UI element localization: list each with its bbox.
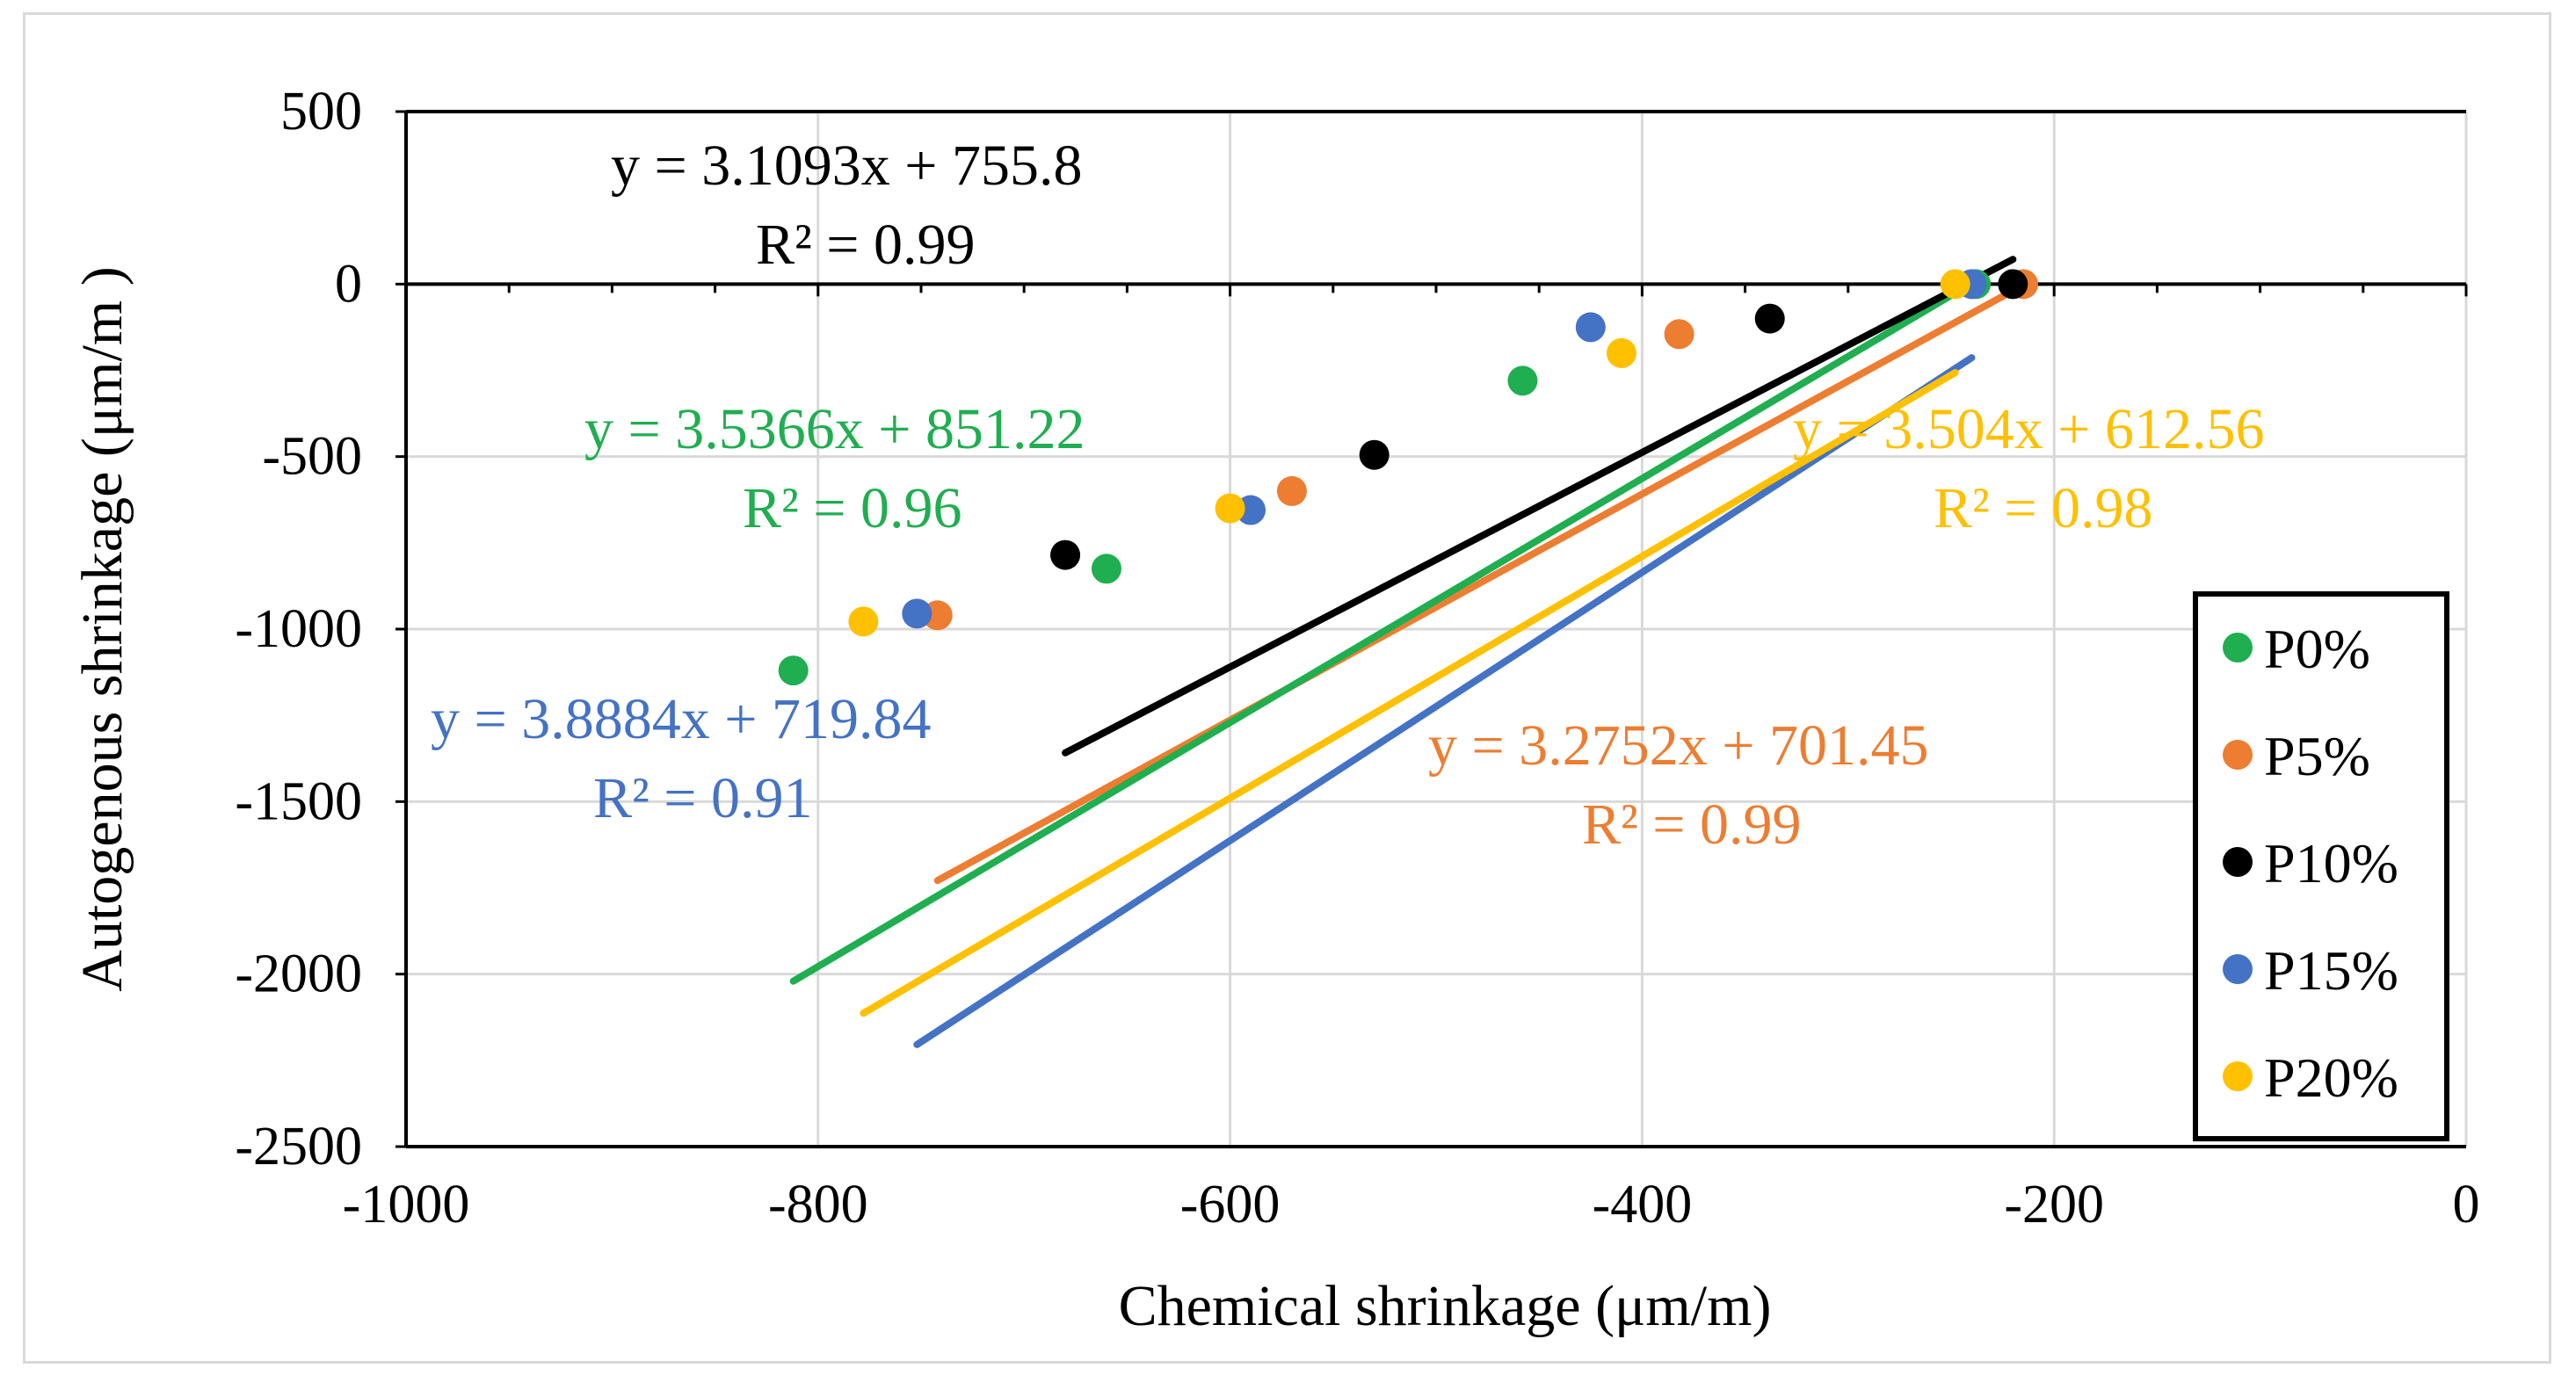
equation-P15%: y = 3.8884x + 719.84 <box>431 687 931 751</box>
legend-marker-P0% <box>2223 633 2253 662</box>
legend: P0% P5% P10% P15% P20% <box>2193 591 2449 1141</box>
r2-P20%: R² = 0.98 <box>1934 476 2153 540</box>
legend-label-P20%: P20% <box>2264 1046 2398 1109</box>
y-tick-label: -2500 <box>235 1117 362 1176</box>
trendline-P15% <box>913 354 1976 1048</box>
data-point-P20% <box>1940 269 1970 300</box>
data-point-P0% <box>1507 366 1538 396</box>
gridlines <box>404 110 2468 1148</box>
data-point-P15% <box>902 598 932 629</box>
data-point-P10% <box>1998 269 2028 300</box>
y-tick-label: -500 <box>262 427 362 487</box>
x-axis-title: Chemical shrinkage (μm/m) <box>1119 1274 1772 1338</box>
legend-label-P15%: P15% <box>2264 939 2398 1002</box>
legend-label-P0%: P0% <box>2264 618 2370 680</box>
x-tick-label: 0 <box>2453 1175 2480 1234</box>
equation-annotations: y = 3.5366x + 851.22 R² = 0.96 y = 3.2752x… <box>431 134 2264 857</box>
equation-P20%: y = 3.504x + 612.56 <box>1793 397 2264 461</box>
y-tick-label: -2000 <box>235 945 362 1004</box>
equation-P5%: y = 3.2752x + 701.45 <box>1428 713 1928 778</box>
trendline-P10% <box>1062 256 2017 757</box>
data-point-P0% <box>1091 554 1121 584</box>
x-tick-label: -400 <box>1593 1175 1693 1234</box>
r2-P15%: R² = 0.91 <box>593 766 813 830</box>
y-axis-title: Autogenous shrinkage (μm/m ) <box>70 266 134 991</box>
data-point-P10% <box>1050 539 1081 570</box>
trendlines <box>789 256 2028 1048</box>
r2-P10%: R² = 0.99 <box>756 213 976 277</box>
legend-label-P10%: P10% <box>2264 832 2398 894</box>
data-point-P10% <box>1754 303 1785 334</box>
equation-P10%: y = 3.1093x + 755.8 <box>611 134 1082 198</box>
data-point-P20% <box>1215 493 1245 524</box>
legend-marker-P10% <box>2223 847 2253 877</box>
data-point-P20% <box>848 606 879 637</box>
labels: -1000 -800 -600 -400 -200 05000-500-1000-1500… <box>70 82 2480 1338</box>
data-point-P15% <box>1575 312 1606 343</box>
x-tick-label: -600 <box>1180 1175 1281 1234</box>
data-point-P5% <box>1664 319 1694 350</box>
data-point-P5% <box>1276 475 1307 506</box>
trendline-P5% <box>933 281 2028 885</box>
legend-label-P5%: P5% <box>2264 725 2370 787</box>
x-tick-label: -200 <box>2004 1175 2104 1234</box>
trendline-P0% <box>789 274 1984 985</box>
data-point-P0% <box>778 655 809 686</box>
y-tick-label: 0 <box>335 254 362 314</box>
legend-marker-P5% <box>2223 740 2253 770</box>
legend-marker-P20% <box>2223 1061 2253 1091</box>
data-points <box>778 269 2039 686</box>
x-tick-label: -800 <box>768 1175 868 1234</box>
data-point-P20% <box>1606 337 1636 368</box>
legend-marker-P15% <box>2223 954 2253 984</box>
r2-P5%: R² = 0.99 <box>1582 793 1802 857</box>
r2-P0%: R² = 0.96 <box>743 476 962 540</box>
data-point-P10% <box>1359 439 1390 470</box>
y-tick-label: -1000 <box>235 599 362 659</box>
y-tick-label: 500 <box>280 82 362 141</box>
trendline-P20% <box>860 369 1959 1017</box>
x-tick-label: -1000 <box>343 1175 470 1234</box>
y-tick-label: -1500 <box>235 771 362 831</box>
axes <box>395 110 2468 1148</box>
equation-P0%: y = 3.5366x + 851.22 <box>584 397 1085 461</box>
